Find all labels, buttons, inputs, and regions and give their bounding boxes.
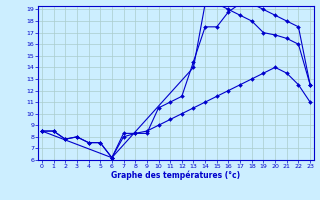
X-axis label: Graphe des températures (°c): Graphe des températures (°c): [111, 171, 241, 180]
